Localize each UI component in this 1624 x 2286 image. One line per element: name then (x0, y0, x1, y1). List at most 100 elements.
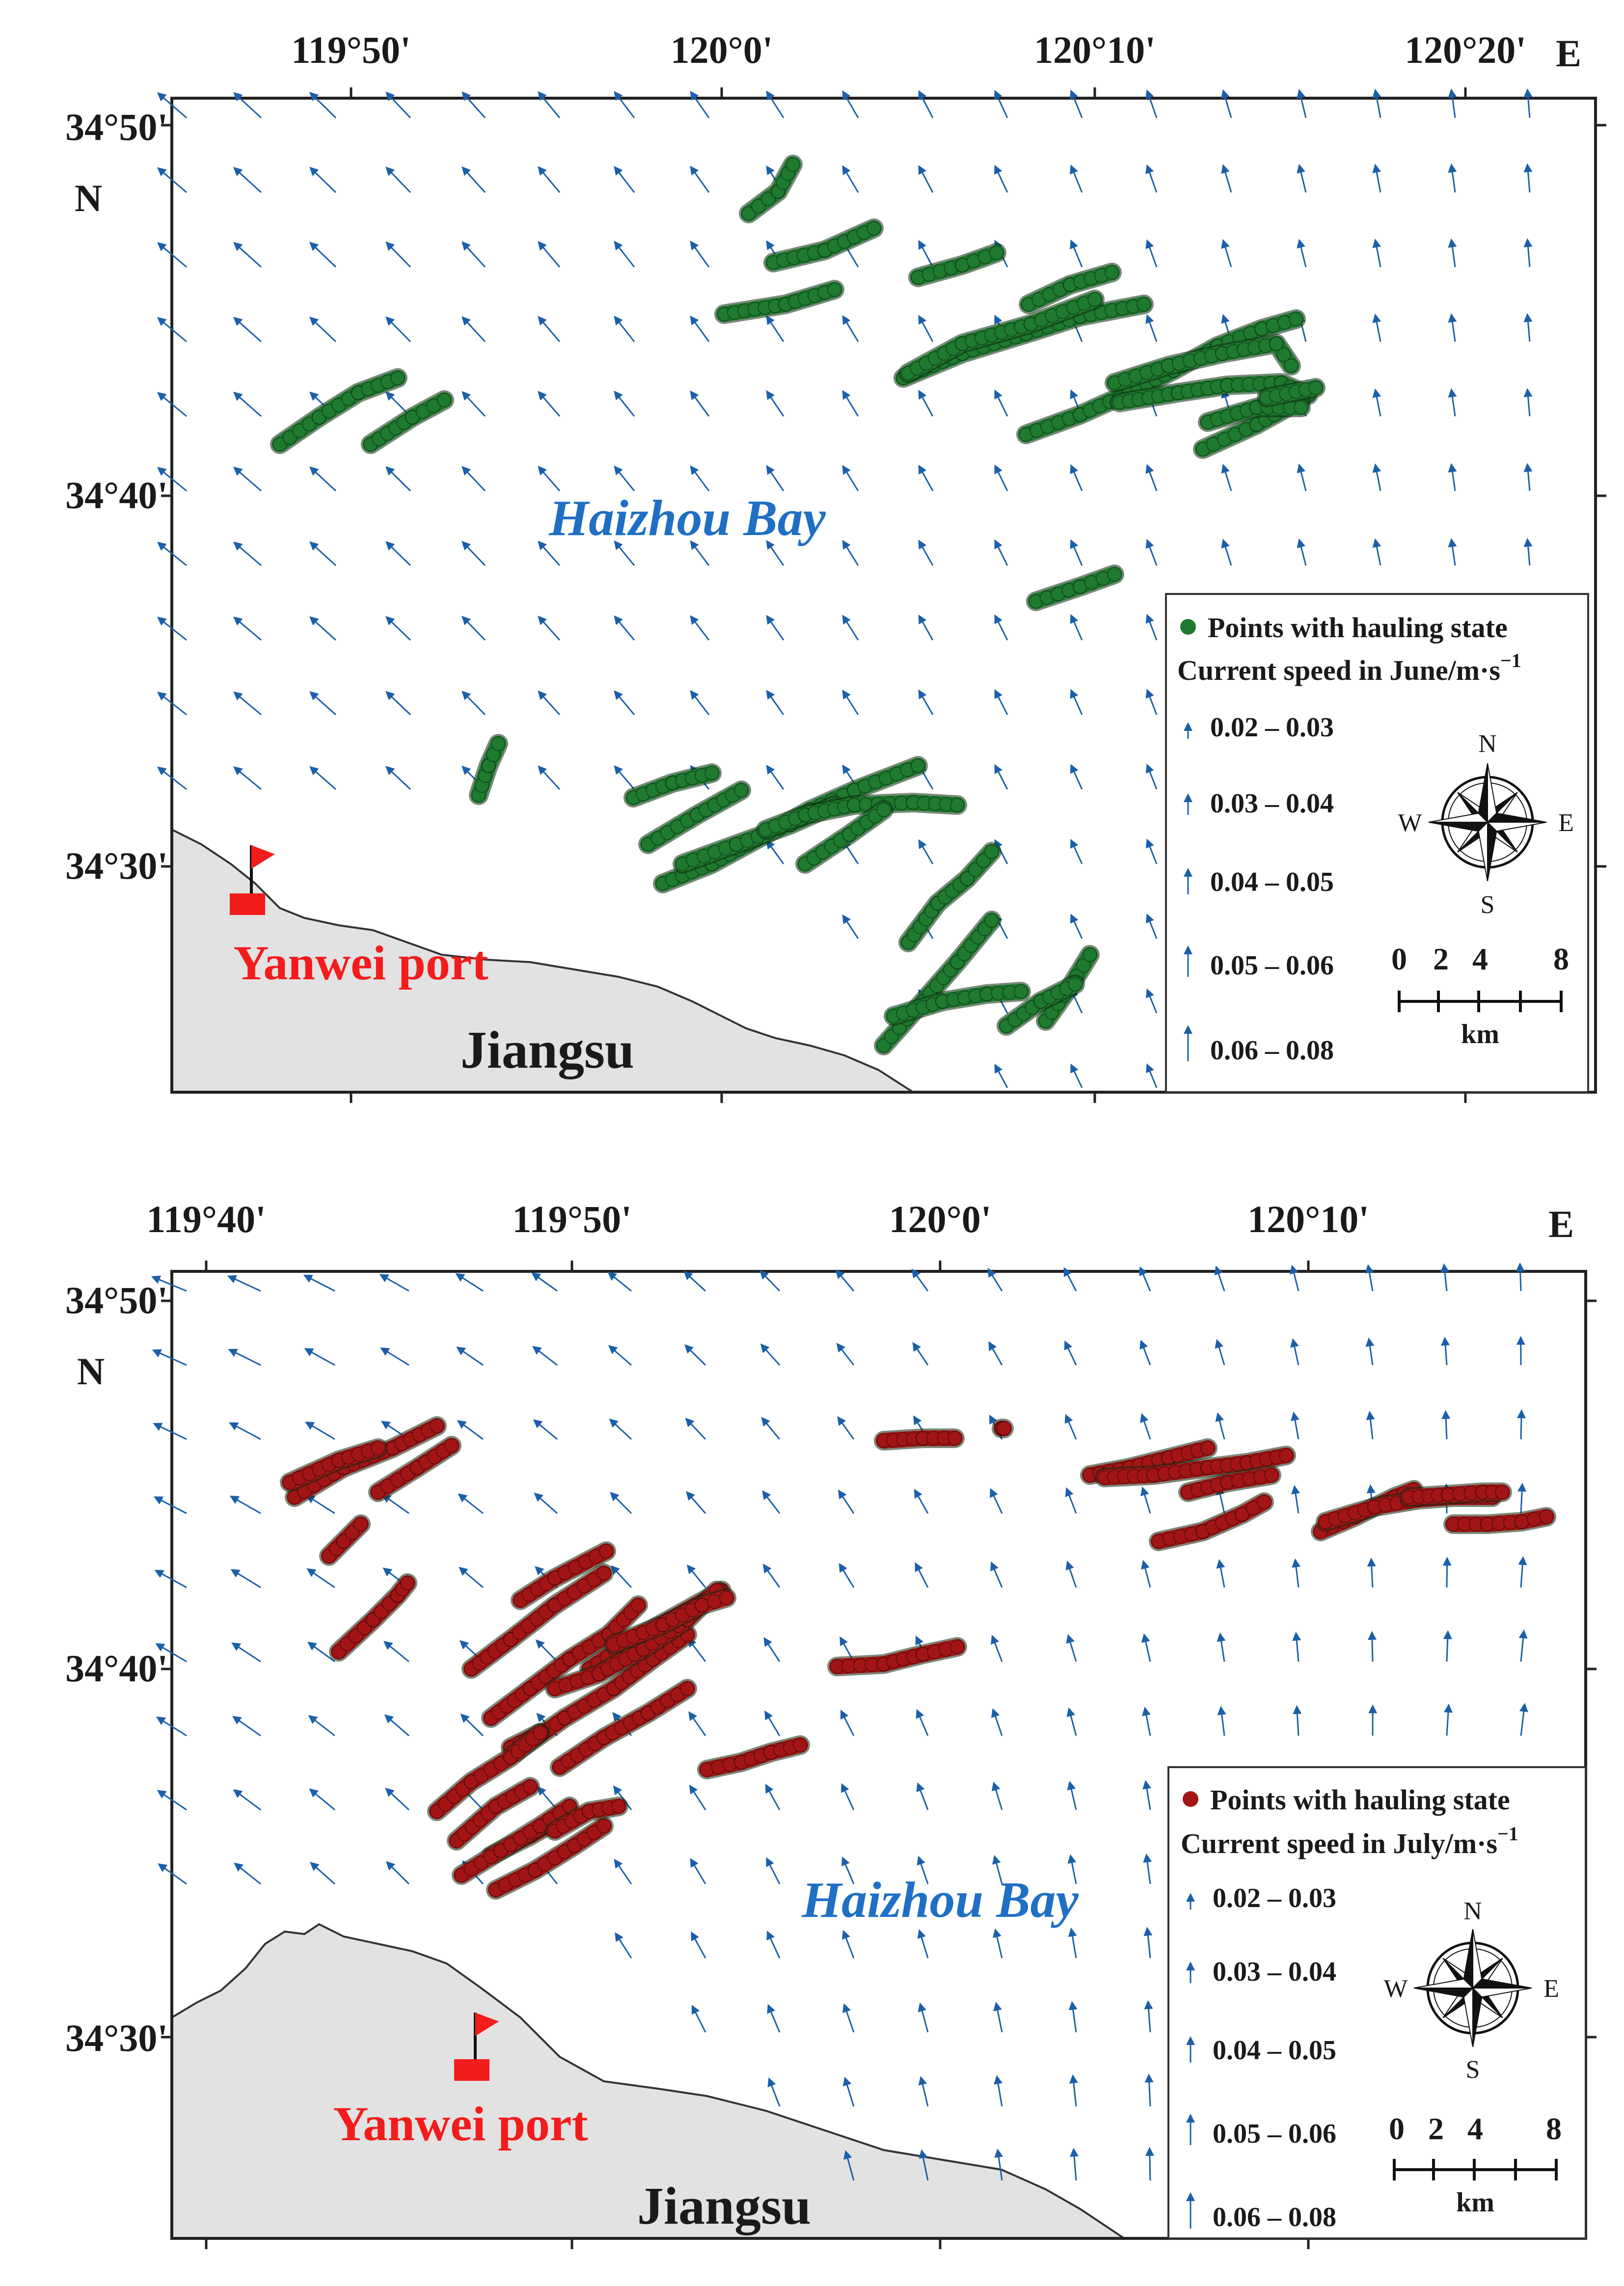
current-arrow (842, 1930, 854, 1959)
current-arrow (532, 1346, 557, 1365)
current-arrow (992, 1781, 1002, 1810)
current-arrow (233, 617, 261, 640)
current-arrow (1444, 1704, 1453, 1736)
july-north-label: N (77, 1350, 105, 1393)
current-arrow (837, 1343, 854, 1366)
current-arrow (234, 1862, 261, 1884)
current-arrow (385, 691, 410, 715)
current-arrow (1065, 1487, 1076, 1513)
june-compass-w: W (1398, 809, 1422, 837)
june-bay-label: Haizhou Bay (548, 490, 826, 546)
current-arrow (918, 2002, 928, 2032)
current-arrow (995, 1064, 1007, 1088)
current-arrow (1221, 464, 1231, 491)
current-arrow (309, 766, 336, 789)
june-lon-label: 119°50' (291, 28, 411, 71)
current-arrow (1524, 388, 1533, 416)
june-legend-points-label: Points with hauling state (1208, 612, 1508, 644)
current-arrow (919, 165, 933, 192)
current-arrow (683, 1271, 705, 1291)
current-arrow (991, 1708, 1002, 1736)
current-arrow (1066, 1560, 1076, 1587)
current-arrow (309, 167, 336, 192)
july-lon-label: 119°50' (512, 1198, 632, 1240)
current-arrow (1366, 1411, 1375, 1439)
current-arrow (990, 1561, 1002, 1587)
current-arrow (994, 165, 1007, 192)
june-legend-class-label: 0.06 – 0.08 (1210, 1035, 1334, 1066)
current-arrow (842, 690, 859, 715)
current-arrow (233, 167, 261, 192)
current-arrow (919, 465, 933, 491)
current-arrow (1524, 538, 1533, 565)
july-map-panel: 119°40' 119°50' 120°0' 120°10' E 34°50' … (65, 1198, 1597, 2249)
july-legend-point-symbol (1183, 1791, 1198, 1807)
current-arrow (385, 317, 410, 342)
july-compass-w: W (1383, 1975, 1407, 2003)
current-arrow (1141, 1560, 1150, 1587)
hauling-track (553, 1682, 694, 1774)
current-arrow (233, 392, 261, 416)
july-compass-n: N (1463, 1897, 1482, 1925)
current-arrow (1068, 1928, 1077, 1958)
current-arrow (766, 315, 784, 342)
current-arrow (1064, 1341, 1076, 1365)
current-arrow (614, 91, 634, 118)
current-arrow (231, 1569, 261, 1587)
current-arrow (1297, 164, 1306, 192)
current-arrow (767, 2004, 780, 2032)
current-arrow (1441, 1337, 1450, 1365)
current-arrow (1524, 88, 1533, 118)
current-arrow (309, 691, 336, 715)
current-arrow (229, 1422, 261, 1439)
current-arrow (1069, 2001, 1078, 2032)
current-arrow (995, 614, 1007, 640)
current-arrow (1448, 463, 1457, 491)
current-arrow (1518, 1556, 1527, 1587)
current-arrow (913, 1342, 928, 1365)
june-lat-label: 34°40' (65, 474, 168, 516)
current-arrow (1368, 1704, 1377, 1736)
current-arrow (461, 691, 485, 715)
current-arrow (766, 615, 784, 640)
current-arrow (457, 1420, 483, 1439)
july-bay-label: Haizhou Bay (801, 1872, 1079, 1928)
current-arrow (990, 1488, 1002, 1513)
current-arrow (309, 466, 336, 491)
current-arrow (456, 1346, 483, 1365)
current-arrow (690, 615, 709, 640)
current-arrow (838, 1490, 854, 1514)
july-compass-e: E (1543, 1975, 1559, 2003)
current-arrow (538, 391, 560, 416)
june-port-label: Yanwei port (233, 936, 488, 990)
current-arrow (1146, 764, 1157, 789)
current-arrow (1146, 838, 1157, 864)
current-arrow (766, 690, 784, 715)
current-arrow (1440, 1264, 1449, 1291)
hauling-track (700, 1738, 807, 1776)
current-arrow (994, 390, 1007, 416)
current-arrow (766, 765, 784, 789)
current-arrow (461, 316, 485, 342)
current-arrow (1146, 614, 1157, 640)
current-arrow (1372, 164, 1381, 192)
july-legend: Points with hauling state Current speed … (1168, 1767, 1586, 2238)
current-arrow (688, 1711, 705, 1736)
current-arrow (994, 90, 1007, 118)
current-arrow (1373, 463, 1381, 491)
current-arrow (614, 765, 634, 789)
current-arrow (918, 1929, 928, 1958)
current-arrow (1297, 239, 1306, 267)
june-lon-label: 120°10' (1034, 28, 1156, 71)
current-arrow (1065, 1414, 1076, 1439)
current-arrow (1139, 1340, 1150, 1365)
current-arrow (767, 2077, 780, 2106)
current-arrow (538, 241, 560, 267)
hauling-track (332, 1576, 414, 1659)
current-arrow (690, 465, 709, 491)
current-arrow (1373, 388, 1381, 416)
current-arrow (995, 689, 1007, 715)
current-arrow (233, 766, 261, 789)
current-arrow (614, 690, 634, 715)
current-arrow (1142, 1707, 1151, 1736)
